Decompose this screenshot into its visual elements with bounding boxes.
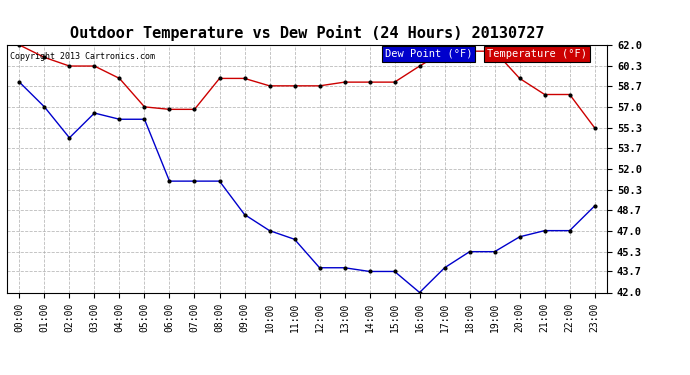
Text: Copyright 2013 Cartronics.com: Copyright 2013 Cartronics.com [10, 53, 155, 62]
Text: Temperature (°F): Temperature (°F) [487, 49, 587, 59]
Text: Dew Point (°F): Dew Point (°F) [385, 49, 473, 59]
Title: Outdoor Temperature vs Dew Point (24 Hours) 20130727: Outdoor Temperature vs Dew Point (24 Hou… [70, 25, 544, 41]
